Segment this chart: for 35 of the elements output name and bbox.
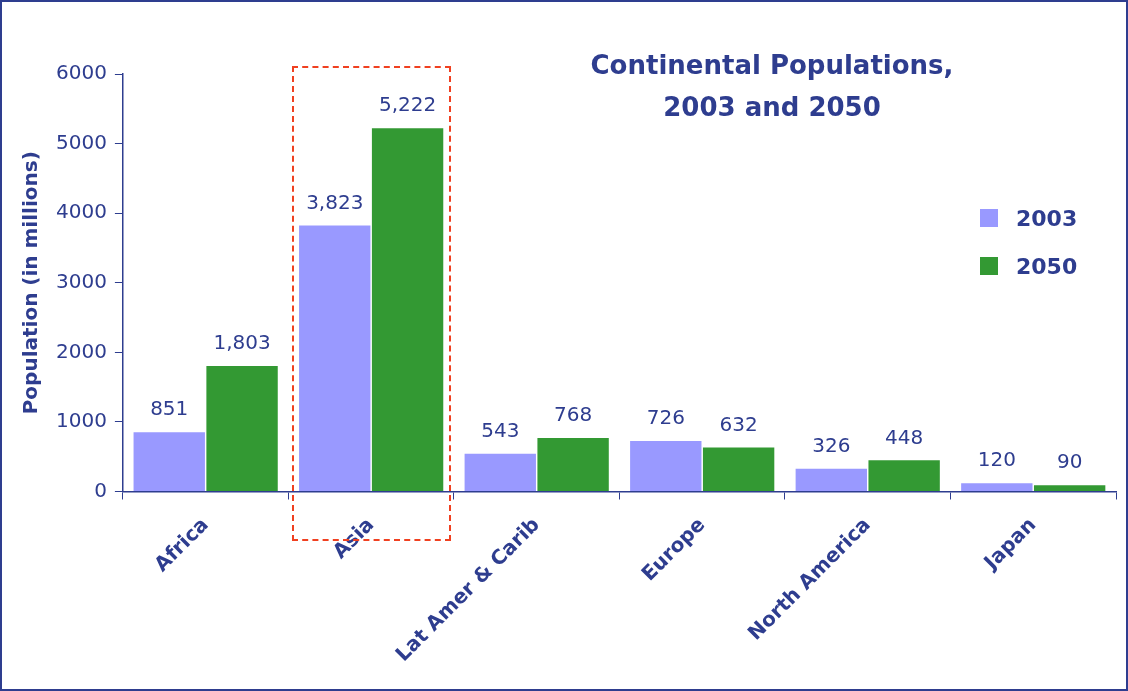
bar [371, 128, 444, 491]
bar [702, 447, 775, 491]
y-tick-label: 6000 [55, 60, 107, 85]
y-tick-label: 5000 [55, 129, 107, 154]
bar [868, 460, 940, 491]
legend-label: 2050 [1016, 253, 1078, 279]
data-label: 90 [1056, 449, 1083, 474]
legend-label: 2003 [1016, 205, 1078, 231]
bar [206, 366, 278, 491]
bar [630, 440, 702, 491]
y-tick-label: 3000 [55, 268, 107, 293]
y-tick-label: 4000 [55, 199, 107, 224]
bar [299, 225, 371, 491]
bar [795, 468, 867, 491]
y-axis-title: Population (in millions) [18, 151, 43, 415]
data-label: 1,803 [213, 330, 271, 355]
bar [1033, 485, 1106, 491]
bar [961, 483, 1033, 491]
data-label: 3,823 [306, 189, 364, 214]
chart-title: Continental Populations, 2003 and 2050 [589, 49, 955, 124]
bar [133, 432, 205, 491]
bar [464, 453, 536, 491]
data-label: 726 [646, 405, 685, 430]
data-label: 632 [719, 411, 758, 436]
data-label: 120 [977, 447, 1016, 472]
y-tick-label: 0 [94, 477, 107, 502]
data-label: 851 [150, 396, 189, 421]
bar [537, 438, 609, 491]
data-label: 448 [885, 424, 924, 449]
data-label: 768 [554, 402, 593, 427]
data-label: 326 [812, 433, 851, 458]
y-tick-label: 2000 [55, 338, 107, 363]
data-label: 543 [481, 417, 520, 442]
y-tick-label: 1000 [55, 408, 107, 433]
data-label: 5,222 [378, 92, 437, 117]
